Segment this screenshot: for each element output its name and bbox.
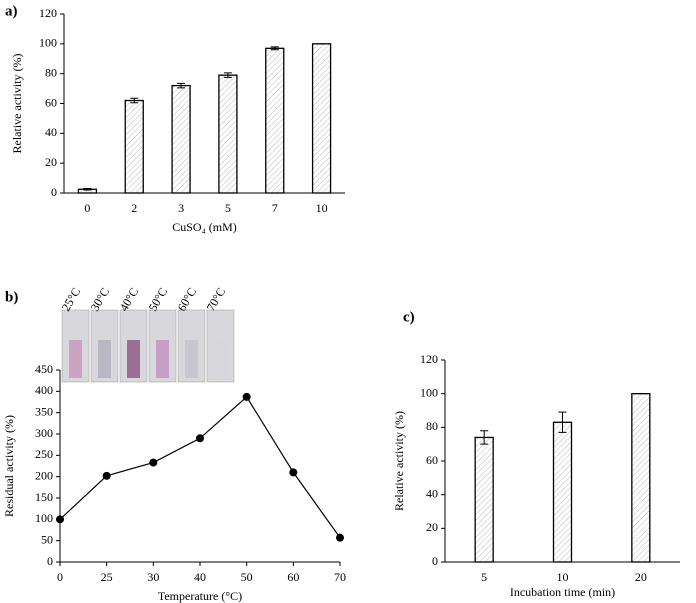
photo-sample: [69, 340, 82, 378]
y-tick-label: 400: [35, 383, 53, 397]
photo-sample: [156, 340, 169, 378]
error-bar: [223, 72, 232, 78]
y-tick-label: 120: [420, 352, 438, 366]
error-bar: [177, 82, 186, 89]
x-axis-label: CuSO₄ (mM): [172, 220, 237, 234]
y-tick-label: 0: [51, 185, 57, 199]
x-tick-label: 30: [147, 570, 159, 584]
x-tick-label: 60: [287, 570, 299, 584]
error-bar: [270, 46, 279, 51]
y-tick-label: 40: [426, 486, 438, 500]
x-tick-label: 20: [635, 570, 647, 584]
bar: [474, 436, 494, 563]
y-tick-label: 60: [426, 453, 438, 467]
error-bar: [558, 411, 567, 433]
bar: [311, 43, 332, 194]
photo-label: 70°C: [204, 285, 229, 313]
y-tick-label: 450: [35, 362, 53, 376]
x-tick-label: 3: [178, 201, 184, 215]
photo-sample: [127, 340, 140, 378]
x-tick-label: 10: [557, 570, 569, 584]
x-tick-label: 0: [57, 570, 63, 584]
x-tick-label: 7: [272, 201, 278, 215]
bar: [631, 393, 651, 563]
x-tick-label: 5: [481, 570, 487, 584]
y-tick-label: 80: [45, 65, 57, 79]
photo-label: 25°C: [59, 285, 84, 313]
y-tick-label: 350: [35, 404, 53, 418]
x-tick-label: 70: [334, 570, 346, 584]
x-axis-label: Temperature (°C): [158, 589, 242, 603]
y-tick-label: 100: [35, 511, 53, 525]
error-bar: [83, 188, 92, 191]
marker: [149, 458, 158, 467]
marker: [56, 515, 64, 524]
y-tick-label: 120: [39, 6, 57, 20]
x-tick-label: 40: [194, 570, 206, 584]
x-tick-label: 0: [84, 201, 90, 215]
photo-label: 50°C: [146, 285, 171, 313]
y-tick-label: 0: [432, 554, 438, 568]
x-tick-label: 50: [241, 570, 253, 584]
y-tick-label: 20: [426, 520, 438, 534]
panel-label: a): [5, 3, 18, 19]
y-tick-label: 80: [426, 419, 438, 433]
marker: [336, 533, 344, 542]
x-axis-label: Incubation time (min): [510, 585, 615, 599]
y-tick-label: 300: [35, 426, 53, 440]
photo-sample: [185, 340, 198, 378]
bar: [124, 99, 144, 194]
bar: [218, 74, 238, 194]
marker: [102, 471, 111, 480]
marker: [242, 392, 251, 401]
panel-label: b): [5, 289, 18, 305]
y-tick-label: 20: [45, 155, 57, 169]
marker: [196, 434, 204, 443]
y-tick-label: 150: [35, 490, 53, 504]
y-axis-label: Residual activity (%): [2, 415, 16, 517]
bar: [265, 47, 285, 194]
x-tick-label: 5: [225, 201, 231, 215]
x-tick-label: 25: [101, 570, 113, 584]
y-axis-label: Relative activity (%): [10, 54, 24, 154]
marker: [289, 468, 298, 477]
error-bar: [130, 97, 139, 104]
y-tick-label: 100: [420, 385, 438, 399]
y-tick-label: 0: [47, 554, 53, 568]
photo-sample: [98, 340, 111, 378]
y-tick-label: 250: [35, 447, 53, 461]
y-tick-label: 40: [45, 125, 57, 139]
photo-sample: [214, 340, 227, 378]
y-tick-label: 200: [35, 468, 53, 482]
x-tick-label: 2: [131, 201, 137, 215]
panel-label: c): [403, 309, 415, 325]
y-tick-label: 50: [41, 532, 53, 546]
y-axis-label: Relative activity (%): [392, 411, 406, 511]
x-tick-label: 10: [316, 201, 328, 215]
error-bar: [480, 430, 489, 445]
line: [59, 395, 341, 539]
y-tick-label: 100: [39, 36, 57, 50]
photo-label: 60°C: [175, 285, 200, 313]
bar: [171, 84, 191, 194]
photo-label: 40°C: [117, 285, 142, 313]
bar: [552, 421, 573, 563]
y-tick-label: 60: [45, 95, 57, 109]
photo-label: 30°C: [88, 285, 113, 313]
